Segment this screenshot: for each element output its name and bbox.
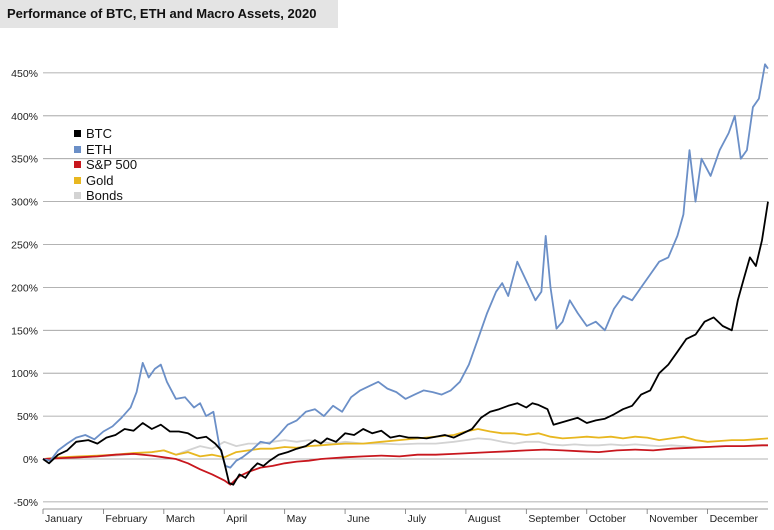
- y-tick-label: 450%: [11, 68, 38, 80]
- legend-item: Bonds: [74, 188, 137, 204]
- x-tick-label: June: [347, 513, 370, 525]
- x-tick-label: November: [649, 513, 698, 525]
- y-tick-label: 300%: [11, 197, 38, 209]
- series-line-s-p-500: [42, 444, 768, 486]
- legend-swatch: [74, 192, 81, 200]
- legend-item: S&P 500: [74, 157, 137, 173]
- series-line-eth: [42, 63, 769, 469]
- x-tick-label: May: [287, 513, 308, 525]
- series-line-btc: [42, 201, 769, 486]
- legend-item: BTC: [74, 126, 137, 142]
- chart-title-bar: Performance of BTC, ETH and Macro Assets…: [0, 0, 338, 28]
- y-tick-label: 100%: [11, 368, 38, 380]
- legend-item: Gold: [74, 173, 137, 189]
- legend-label: Bonds: [86, 188, 123, 204]
- legend-label: S&P 500: [86, 157, 138, 173]
- legend-label: ETH: [86, 141, 112, 157]
- x-tick-label: July: [408, 513, 427, 525]
- y-tick-label: -50%: [13, 497, 38, 509]
- legend-item: ETH: [74, 142, 137, 158]
- y-tick-label: 0%: [23, 454, 38, 466]
- legend-swatch: [74, 161, 81, 169]
- legend-swatch: [74, 130, 81, 138]
- x-tick-label: December: [710, 513, 759, 525]
- series-line-bonds: [42, 437, 768, 460]
- x-tick-label: October: [589, 513, 627, 525]
- y-tick-label: 350%: [11, 154, 38, 166]
- y-tick-label: 200%: [11, 282, 38, 294]
- legend-label: Gold: [86, 172, 114, 188]
- x-tick-label: August: [468, 513, 501, 525]
- y-tick-label: 50%: [17, 411, 38, 423]
- x-tick-label: September: [528, 513, 580, 525]
- x-tick-label: April: [226, 513, 247, 525]
- x-tick-label: March: [166, 513, 195, 525]
- chart-title: Performance of BTC, ETH and Macro Assets…: [7, 6, 317, 21]
- y-tick-label: 250%: [11, 240, 38, 252]
- y-tick-label: 150%: [11, 325, 38, 337]
- legend-label: BTC: [86, 126, 112, 142]
- x-tick-label: January: [45, 513, 83, 525]
- x-tick-label: February: [105, 513, 148, 525]
- chart-legend: BTC ETH S&P 500 Gold Bonds: [74, 126, 137, 204]
- legend-swatch: [74, 145, 81, 153]
- y-tick-label: 400%: [11, 111, 38, 123]
- legend-swatch: [74, 176, 81, 184]
